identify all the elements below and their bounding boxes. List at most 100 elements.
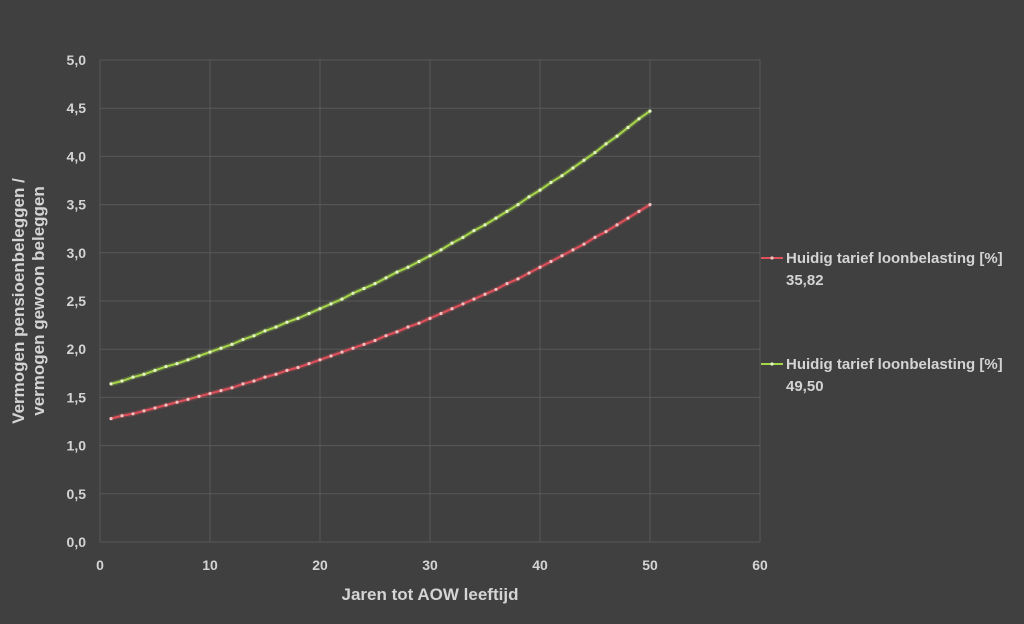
data-point <box>307 311 311 316</box>
legend-marker-red <box>770 256 774 260</box>
data-point <box>285 320 289 324</box>
x-tick-label: 0 <box>96 557 104 573</box>
data-point <box>131 375 135 379</box>
data-point <box>142 372 146 376</box>
y-tick-label: 1,0 <box>67 438 87 454</box>
data-point <box>186 397 190 401</box>
y-tick-label: 0,0 <box>67 534 87 550</box>
data-point <box>285 368 289 373</box>
data-point <box>615 223 619 227</box>
data-point <box>428 316 432 320</box>
data-point <box>373 338 377 343</box>
y-tick-labels: 0,0 0,5 1,0 1,5 2,0 2,5 3,0 3,5 4,0 4,5 5,0 <box>67 52 87 550</box>
data-point <box>175 400 179 404</box>
x-tick-label: 50 <box>642 557 658 573</box>
data-point <box>439 311 443 316</box>
data-point <box>648 109 652 113</box>
y-tick-label: 4,5 <box>67 100 87 116</box>
data-point <box>208 391 212 396</box>
data-point <box>263 375 267 379</box>
x-tick-label: 30 <box>422 557 438 573</box>
legend-label-line-2: 35,82 <box>786 272 824 289</box>
data-point <box>153 406 157 410</box>
series-group <box>109 109 652 422</box>
data-point <box>527 271 531 275</box>
x-tick-label: 60 <box>752 557 768 573</box>
legend-item-35-82[interactable]: Huidig tarief loonbelasting [%] 35,82 <box>761 250 1003 289</box>
data-point <box>472 297 476 301</box>
data-point <box>164 403 168 407</box>
data-point <box>439 248 443 252</box>
y-axis-title: Vermogen pensioenbeleggen / vermogen gew… <box>9 178 48 424</box>
data-point <box>153 368 157 373</box>
data-point <box>164 364 168 369</box>
data-point <box>417 321 421 325</box>
data-point <box>373 282 377 286</box>
data-point <box>593 150 597 155</box>
y-tick-label: 2,5 <box>67 293 87 309</box>
data-point <box>274 325 278 329</box>
data-point <box>109 382 113 386</box>
data-point <box>208 350 212 354</box>
legend-label-line-1: Huidig tarief loonbelasting [%] <box>786 250 1003 267</box>
data-point <box>307 362 311 366</box>
data-point <box>549 259 553 264</box>
data-point <box>450 241 454 245</box>
data-point <box>109 417 113 421</box>
y-axis-title-line-1: Vermogen pensioenbeleggen / <box>9 178 28 424</box>
data-point <box>560 254 564 258</box>
data-point <box>131 412 135 416</box>
data-point <box>428 254 432 258</box>
data-point <box>186 358 190 362</box>
data-point <box>241 337 245 342</box>
x-axis-title: Jaren tot AOW leeftijd <box>342 585 519 604</box>
x-tick-labels: 0 10 20 30 40 50 60 <box>96 557 768 573</box>
data-point <box>637 117 641 121</box>
data-point <box>571 248 575 252</box>
data-point <box>417 259 421 264</box>
data-point <box>340 350 344 354</box>
data-point <box>483 223 487 227</box>
x-tick-label: 40 <box>532 557 548 573</box>
x-tick-label: 10 <box>202 557 218 573</box>
data-point <box>538 188 542 192</box>
data-point <box>494 216 498 220</box>
data-point <box>252 334 256 338</box>
legend-item-49-50[interactable]: Huidig tarief loonbelasting [%] 49,50 <box>761 356 1003 395</box>
series-glow <box>110 109 652 387</box>
y-tick-label: 5,0 <box>67 52 87 68</box>
series-glow <box>110 202 652 422</box>
data-point <box>362 286 366 291</box>
data-point <box>230 386 234 390</box>
data-point <box>472 229 476 233</box>
y-tick-label: 3,0 <box>67 245 87 261</box>
data-point <box>549 180 553 185</box>
data-point <box>582 158 586 162</box>
data-point <box>384 334 388 338</box>
data-point <box>527 195 531 199</box>
data-point <box>516 277 520 281</box>
series-2 <box>109 109 652 387</box>
y-tick-label: 0,5 <box>67 486 87 502</box>
series-1 <box>109 202 652 422</box>
data-point <box>263 329 267 333</box>
data-point <box>571 166 575 170</box>
x-tick-label: 20 <box>312 557 328 573</box>
legend-marker-green <box>770 362 774 366</box>
data-point <box>604 142 608 146</box>
data-point <box>219 389 223 393</box>
y-tick-label: 4,0 <box>67 148 87 164</box>
data-point <box>615 134 619 138</box>
data-point <box>450 307 454 311</box>
y-tick-label: 2,0 <box>67 341 87 357</box>
data-point <box>219 346 223 350</box>
legend-label-line-1: Huidig tarief loonbelasting [%] <box>786 356 1003 373</box>
data-point <box>120 379 124 383</box>
y-axis-title-line-2: vermogen gewoon beleggen <box>29 186 48 416</box>
data-point <box>604 229 608 234</box>
data-point <box>461 235 465 239</box>
y-tick-label: 3,5 <box>67 197 87 213</box>
data-point <box>560 174 564 178</box>
data-point <box>538 265 542 269</box>
